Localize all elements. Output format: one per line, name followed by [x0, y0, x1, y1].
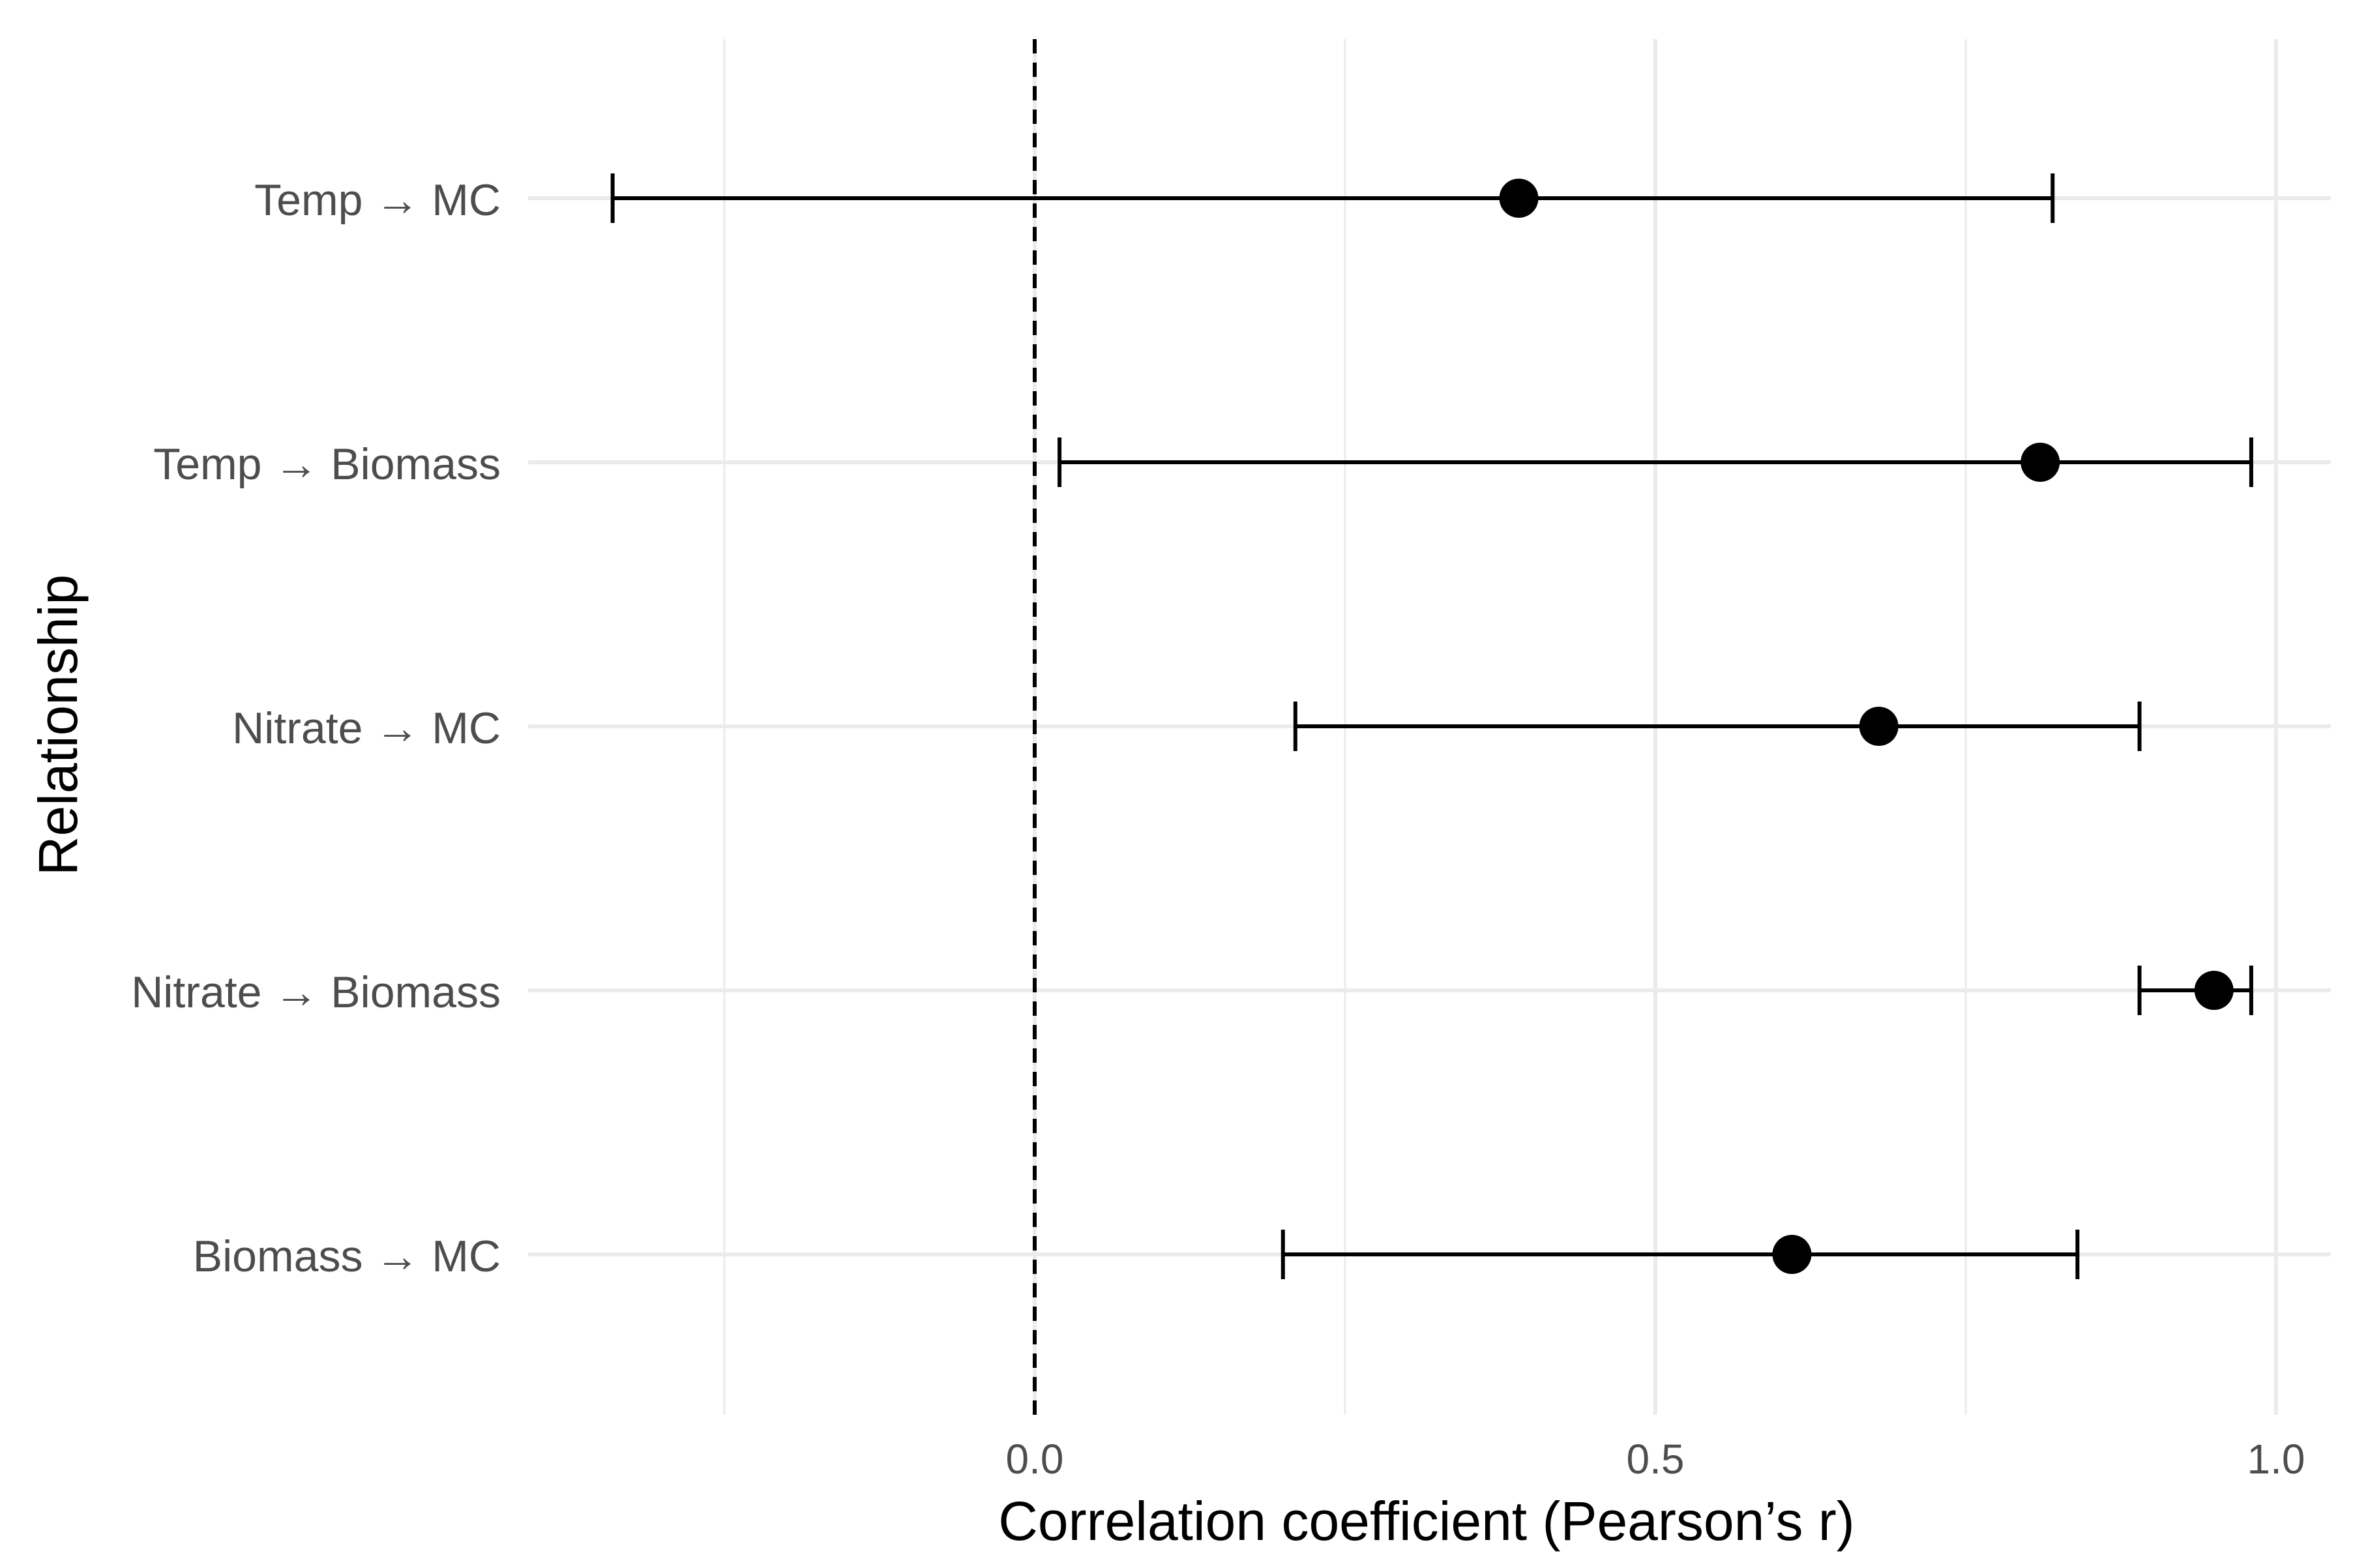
x-axis-title: Correlation coefficient (Pearson’s r) — [998, 1490, 1854, 1552]
error-bars — [610, 173, 2253, 1279]
estimate-points — [1499, 179, 2234, 1274]
y-tick-label: Nitrate → MC — [232, 703, 501, 753]
y-tick-label: Nitrate → Biomass — [131, 968, 501, 1017]
x-tick-label: 0.5 — [1627, 1436, 1685, 1483]
estimate-point — [1499, 179, 1539, 218]
error-bar — [1280, 1230, 2080, 1279]
estimate-point — [2194, 971, 2234, 1010]
y-axis-title: Relationship — [27, 574, 89, 876]
estimate-point — [1772, 1235, 1812, 1274]
y-tick-labels: Temp → MC Temp → Biomass Nitrate → MC Nitra… — [131, 175, 501, 1281]
x-tick-label: 1.0 — [2247, 1436, 2305, 1483]
x-tick-label: 0.0 — [1006, 1436, 1064, 1483]
estimate-point — [2020, 443, 2060, 482]
y-tick-label: Biomass → MC — [193, 1232, 501, 1281]
error-bar — [1293, 702, 2142, 751]
x-tick-labels: 0.0 0.5 1.0 — [1006, 1436, 2305, 1483]
y-tick-label: Temp → MC — [254, 175, 501, 225]
y-tick-label: Temp → Biomass — [153, 439, 501, 489]
error-bar — [610, 173, 2055, 223]
estimate-point — [1859, 707, 1899, 746]
